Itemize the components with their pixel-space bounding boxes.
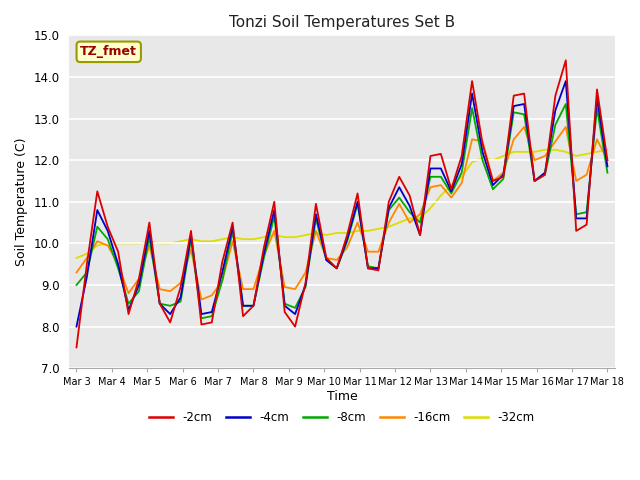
Text: TZ_fmet: TZ_fmet xyxy=(80,45,137,58)
Title: Tonzi Soil Temperatures Set B: Tonzi Soil Temperatures Set B xyxy=(229,15,455,30)
Legend: -2cm, -4cm, -8cm, -16cm, -32cm: -2cm, -4cm, -8cm, -16cm, -32cm xyxy=(145,407,540,429)
X-axis label: Time: Time xyxy=(326,390,357,403)
Y-axis label: Soil Temperature (C): Soil Temperature (C) xyxy=(15,137,28,266)
